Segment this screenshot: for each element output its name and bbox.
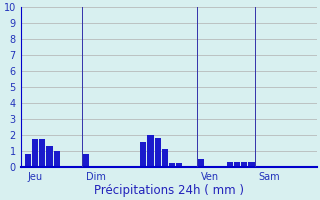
Bar — [83, 154, 89, 167]
Bar — [227, 162, 233, 167]
Bar — [198, 159, 204, 167]
Bar — [162, 149, 168, 167]
Bar — [176, 163, 182, 167]
X-axis label: Précipitations 24h ( mm ): Précipitations 24h ( mm ) — [93, 184, 244, 197]
Bar — [39, 139, 45, 167]
Bar — [249, 162, 255, 167]
Bar — [140, 142, 146, 167]
Bar — [169, 163, 175, 167]
Bar — [25, 154, 31, 167]
Bar — [54, 151, 60, 167]
Bar — [241, 162, 247, 167]
Bar — [32, 139, 38, 167]
Bar — [46, 146, 52, 167]
Bar — [234, 162, 240, 167]
Bar — [155, 138, 161, 167]
Bar — [148, 135, 154, 167]
